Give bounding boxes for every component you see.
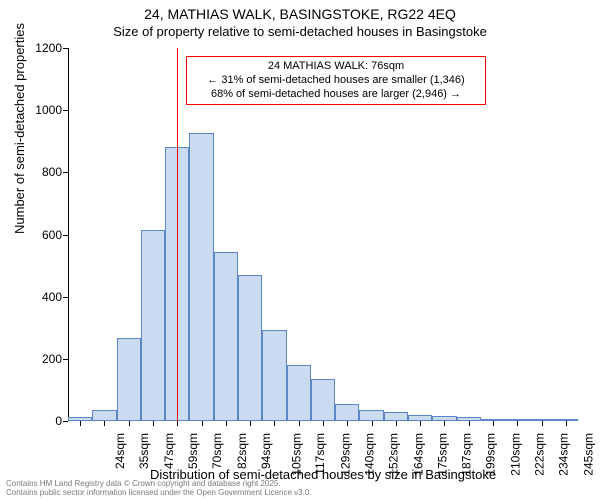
y-tick-label: 600 [12,228,62,242]
x-tick-mark [226,421,227,426]
histogram-bar [238,275,262,421]
x-tick-mark [177,421,178,426]
x-tick-mark [493,421,494,426]
x-tick-mark [517,421,518,426]
x-tick-mark [274,421,275,426]
x-tick-mark [420,421,421,426]
x-tick-mark [444,421,445,426]
histogram-bar [189,133,213,421]
title-sub: Size of property relative to semi-detach… [0,24,600,39]
annotation-line: ← 31% of semi-detached houses are smalle… [193,74,479,88]
chart-area: 02004006008001000120024sqm35sqm47sqm59sq… [68,48,578,421]
x-tick-label: 59sqm [186,433,200,469]
x-tick-label: 70sqm [210,433,224,469]
y-tick-label: 200 [12,352,62,366]
y-tick-mark [63,297,68,298]
histogram-bar [141,230,165,421]
annotation-line: 24 MATHIAS WALK: 76sqm [193,60,479,74]
y-tick-mark [63,235,68,236]
y-tick-label: 1000 [12,103,62,117]
x-tick-mark [372,421,373,426]
histogram-bar [359,410,383,421]
y-tick-mark [63,172,68,173]
y-tick-mark [63,359,68,360]
histogram-bar [214,252,238,421]
y-tick-mark [63,48,68,49]
histogram-bar [335,404,359,421]
histogram-bar [311,379,335,421]
histogram-bar [287,365,311,421]
y-tick-mark [63,421,68,422]
y-tick-label: 400 [12,290,62,304]
x-tick-mark [396,421,397,426]
x-tick-label: 24sqm [113,433,127,469]
x-tick-label: 35sqm [137,433,151,469]
x-tick-label: 245sqm [581,433,595,476]
histogram-bar [384,412,408,421]
footer-line: Contains public sector information licen… [6,489,312,498]
annotation-box: 24 MATHIAS WALK: 76sqm ← 31% of semi-det… [186,56,486,105]
y-tick-label: 0 [12,414,62,428]
x-tick-label: 47sqm [162,433,176,469]
x-tick-mark [469,421,470,426]
y-tick-label: 1200 [12,41,62,55]
x-tick-mark [347,421,348,426]
x-tick-mark [250,421,251,426]
x-tick-mark [323,421,324,426]
x-tick-mark [129,421,130,426]
x-tick-mark [299,421,300,426]
x-tick-mark [80,421,81,426]
annotation-line: 68% of semi-detached houses are larger (… [193,88,479,102]
x-tick-mark [153,421,154,426]
x-tick-label: 82sqm [235,433,249,469]
title-block: 24, MATHIAS WALK, BASINGSTOKE, RG22 4EQ … [0,0,600,39]
x-tick-mark [566,421,567,426]
footer: Contains HM Land Registry data © Crown c… [6,480,312,498]
x-tick-mark [104,421,105,426]
x-tick-label: 94sqm [259,433,273,469]
histogram-bar [262,330,286,421]
x-tick-mark [542,421,543,426]
histogram-bar [92,410,116,421]
axis-line-y [68,48,69,421]
reference-line [177,48,178,421]
y-tick-label: 800 [12,165,62,179]
y-tick-mark [63,110,68,111]
x-tick-mark [202,421,203,426]
histogram-bar [117,338,141,421]
title-main: 24, MATHIAS WALK, BASINGSTOKE, RG22 4EQ [0,6,600,22]
